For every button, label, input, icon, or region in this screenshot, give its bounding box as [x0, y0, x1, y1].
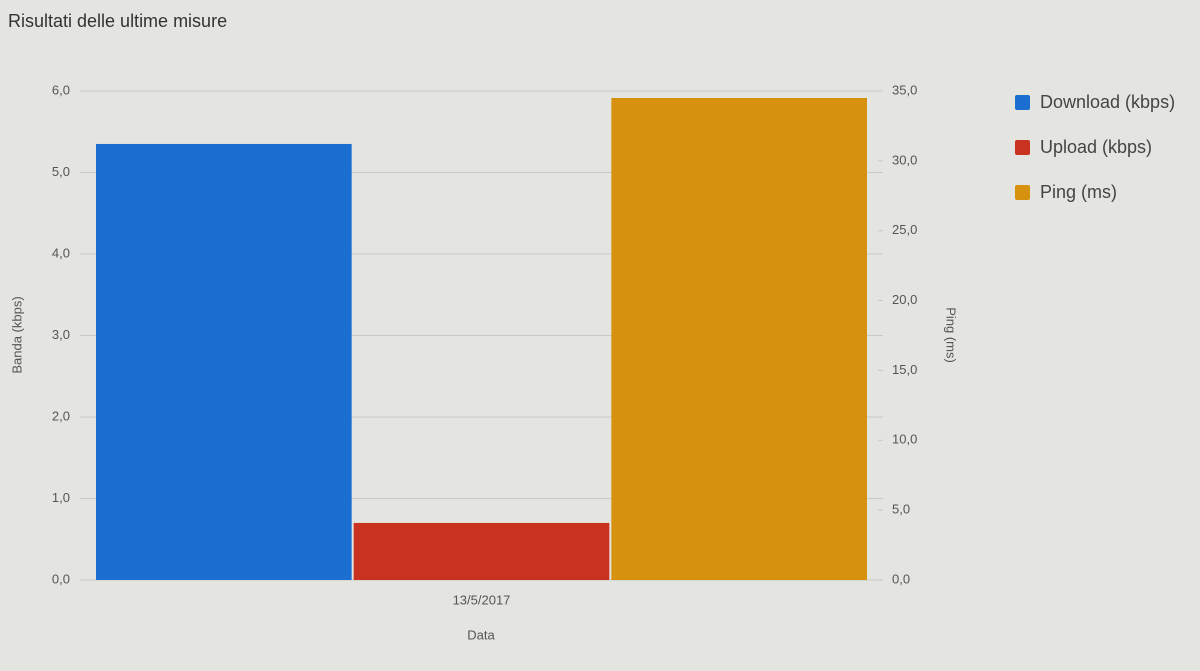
- bar: [353, 522, 610, 580]
- bar: [96, 143, 352, 580]
- legend-label: Download (kbps): [1040, 92, 1175, 112]
- legend-swatch: [1015, 95, 1030, 110]
- y2-tick-label: 10,0: [892, 432, 917, 447]
- legend-swatch: [1015, 185, 1030, 200]
- y-tick-label: 1,0: [52, 490, 70, 505]
- y2-axis-title: Ping (ms): [944, 307, 959, 363]
- y-tick-label: 4,0: [52, 245, 70, 260]
- y2-tick-label: 15,0: [892, 362, 917, 377]
- y2-tick-label: 30,0: [892, 152, 917, 167]
- y-tick-label: 5,0: [52, 164, 70, 179]
- y2-tick-label: 20,0: [892, 292, 917, 307]
- chart-title: Risultati delle ultime misure: [8, 11, 227, 31]
- legend-swatch: [1015, 140, 1030, 155]
- x-tick-label: 13/5/2017: [453, 592, 511, 607]
- legend-label: Upload (kbps): [1040, 137, 1152, 157]
- y2-tick-label: 25,0: [892, 222, 917, 237]
- y2-tick-label: 0,0: [892, 571, 910, 586]
- y2-tick-label: 35,0: [892, 82, 917, 97]
- y-tick-label: 0,0: [52, 571, 70, 586]
- x-axis-title: Data: [467, 627, 495, 642]
- y-tick-label: 6,0: [52, 82, 70, 97]
- y-tick-label: 2,0: [52, 408, 70, 423]
- y2-tick-label: 5,0: [892, 502, 910, 517]
- y-tick-label: 3,0: [52, 327, 70, 342]
- bar: [611, 97, 867, 580]
- y-axis-title: Banda (kbps): [9, 296, 24, 373]
- legend-label: Ping (ms): [1040, 182, 1117, 202]
